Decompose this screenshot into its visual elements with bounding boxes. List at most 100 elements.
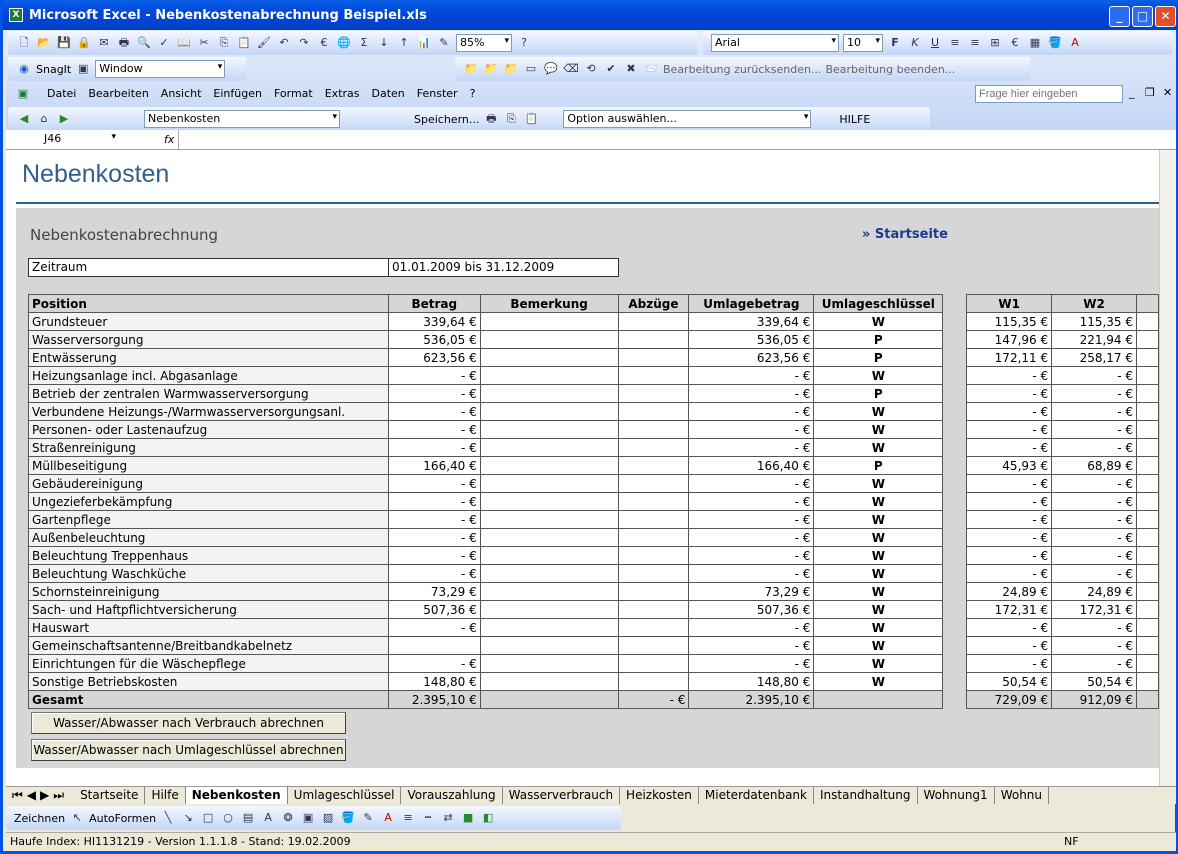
cell-extra[interactable] — [1136, 492, 1159, 511]
cell-abzuege[interactable] — [617, 654, 690, 673]
copy-icon[interactable]: ⎘ — [219, 36, 229, 49]
bill-water-by-usage-button[interactable]: Wasser/Abwasser nach Verbrauch abrechnen — [31, 712, 346, 734]
menu-bearbeiten[interactable]: Bearbeiten — [88, 87, 149, 100]
font-size-combo[interactable]: 10 — [843, 34, 883, 52]
cell-umlagebetrag[interactable]: - € — [688, 474, 815, 493]
sheet-tab[interactable]: Umlageschlüssel — [288, 787, 402, 804]
cell-position[interactable]: Betrieb der zentralen Warmwasserversorgu… — [28, 384, 389, 403]
align-center-icon[interactable]: ≡ — [970, 36, 980, 49]
cell-extra[interactable] — [1136, 636, 1159, 655]
menu-ansicht[interactable]: Ansicht — [160, 87, 202, 100]
cell-abzuege[interactable] — [617, 510, 690, 529]
select-pointer-icon[interactable]: ↖ — [72, 811, 82, 824]
cell-betrag[interactable]: - € — [387, 402, 481, 421]
cell-betrag[interactable] — [387, 636, 481, 655]
font-color-icon[interactable]: A — [1071, 36, 1079, 49]
cell-extra[interactable] — [1136, 330, 1159, 349]
cell-extra[interactable] — [1136, 348, 1159, 367]
cell-bemerkung[interactable] — [479, 474, 619, 493]
cell-w2[interactable]: 68,89 € — [1051, 456, 1137, 475]
cell-extra[interactable] — [1136, 420, 1159, 439]
cell-position[interactable]: Hauswart — [28, 618, 389, 637]
cell-bemerkung[interactable] — [479, 654, 619, 673]
bold-icon[interactable]: F — [891, 36, 899, 49]
3d-icon[interactable]: ◧ — [482, 811, 494, 824]
cell-abzuege[interactable] — [617, 546, 690, 565]
cell-w1[interactable]: - € — [966, 474, 1053, 493]
cell-umlageschluessel[interactable]: W — [813, 636, 944, 655]
cell-w1[interactable]: 729,09 € — [966, 690, 1053, 709]
print-icon[interactable]: 🖶 — [118, 36, 130, 49]
cell-umlagebetrag[interactable]: - € — [688, 492, 815, 511]
cell-w2[interactable]: - € — [1051, 438, 1137, 457]
cell-umlageschluessel[interactable]: P — [813, 456, 944, 475]
cell-umlagebetrag[interactable]: 148,80 € — [688, 672, 815, 691]
cell-position[interactable]: Müllbeseitigung — [28, 456, 389, 475]
cell-w2[interactable]: - € — [1051, 420, 1137, 439]
accept-icon[interactable]: ✔ — [606, 62, 616, 75]
cell-w2[interactable]: - € — [1051, 510, 1137, 529]
cell-betrag[interactable]: - € — [387, 492, 481, 511]
snagit-mode-combo[interactable]: Window — [95, 60, 226, 78]
send-icon[interactable]: 📨 — [644, 62, 658, 75]
fill-color-icon[interactable]: 🪣 — [1048, 36, 1062, 49]
sheet-tab[interactable]: Vorauszahlung — [401, 787, 503, 804]
copy-icon[interactable]: ⎘ — [506, 112, 516, 125]
comment-icon[interactable]: ▭ — [525, 62, 537, 75]
email-icon[interactable]: ✉ — [99, 36, 109, 49]
cell-betrag[interactable]: - € — [387, 546, 481, 565]
cell-umlageschluessel[interactable]: P — [813, 384, 944, 403]
underline-icon[interactable]: U — [930, 36, 940, 49]
minimize-button[interactable]: _ — [1109, 6, 1130, 27]
cell-umlageschluessel[interactable]: W — [813, 618, 944, 637]
cell-position[interactable]: Gebäudereinigung — [28, 474, 389, 493]
cell-position[interactable]: Grundsteuer — [28, 312, 389, 331]
new-icon[interactable]: 🗋 — [19, 36, 29, 49]
undo-icon[interactable]: ↶ — [279, 36, 289, 49]
autosum-icon[interactable]: Σ — [360, 36, 368, 49]
end-review-button[interactable]: Bearbeitung beenden... — [825, 62, 956, 76]
cell-extra[interactable] — [1136, 312, 1159, 331]
cell-umlageschluessel[interactable]: P — [813, 348, 944, 367]
cell-umlageschluessel[interactable]: W — [813, 474, 944, 493]
cell-position[interactable]: Beleuchtung Waschküche — [28, 564, 389, 583]
snagit-capture-icon[interactable]: ▣ — [78, 62, 89, 75]
cell-umlageschluessel[interactable]: W — [813, 366, 944, 385]
cell-betrag[interactable]: 166,40 € — [387, 456, 481, 475]
cell-abzuege[interactable] — [617, 420, 690, 439]
cell-extra[interactable] — [1136, 456, 1159, 475]
cell-extra[interactable] — [1136, 654, 1159, 673]
cell-abzuege[interactable] — [617, 582, 690, 601]
cell-w2[interactable]: - € — [1051, 564, 1137, 583]
cell-betrag[interactable]: 536,05 € — [387, 330, 481, 349]
cell-umlagebetrag[interactable]: - € — [688, 546, 815, 565]
sheet-tab[interactable]: Startseite — [74, 787, 146, 804]
dash-style-icon[interactable]: ┅ — [424, 811, 432, 824]
sheet-tab[interactable]: Instandhaltung — [814, 787, 918, 804]
cell-betrag[interactable]: - € — [387, 564, 481, 583]
cut-icon[interactable]: ✂ — [199, 36, 209, 49]
spelling-icon[interactable]: ✓ — [159, 36, 169, 49]
sheet-tab[interactable]: Mieterdatenbank — [699, 787, 814, 804]
maximize-button[interactable]: □ — [1132, 6, 1153, 27]
cell-bemerkung[interactable] — [479, 456, 619, 475]
cell-betrag[interactable]: 73,29 € — [387, 582, 481, 601]
menu-einfuegen[interactable]: Einfügen — [213, 87, 262, 100]
cell-w1[interactable]: - € — [966, 564, 1053, 583]
cell-umlageschluessel[interactable]: W — [813, 600, 944, 619]
cell-position[interactable]: Verbundene Heizungs-/Warmwasserversorgun… — [28, 402, 389, 421]
cell-abzuege[interactable] — [617, 672, 690, 691]
cell-bemerkung[interactable] — [479, 438, 619, 457]
draw-menu[interactable]: Zeichnen — [14, 811, 66, 825]
cell-bemerkung[interactable] — [479, 600, 619, 619]
save-as-button[interactable]: Speichern... — [414, 112, 480, 126]
align-left-icon[interactable]: ≡ — [950, 36, 960, 49]
chart-wizard-icon[interactable]: 📊 — [417, 36, 431, 49]
borders-icon[interactable]: ▦ — [1029, 36, 1041, 49]
cell-umlagebetrag[interactable]: - € — [688, 528, 815, 547]
cell-w2[interactable]: - € — [1051, 654, 1137, 673]
cell-position[interactable]: Beleuchtung Treppenhaus — [28, 546, 389, 565]
cell-umlagebetrag[interactable]: - € — [688, 384, 815, 403]
cell-umlagebetrag[interactable]: - € — [688, 654, 815, 673]
cell-w2[interactable]: - € — [1051, 528, 1137, 547]
